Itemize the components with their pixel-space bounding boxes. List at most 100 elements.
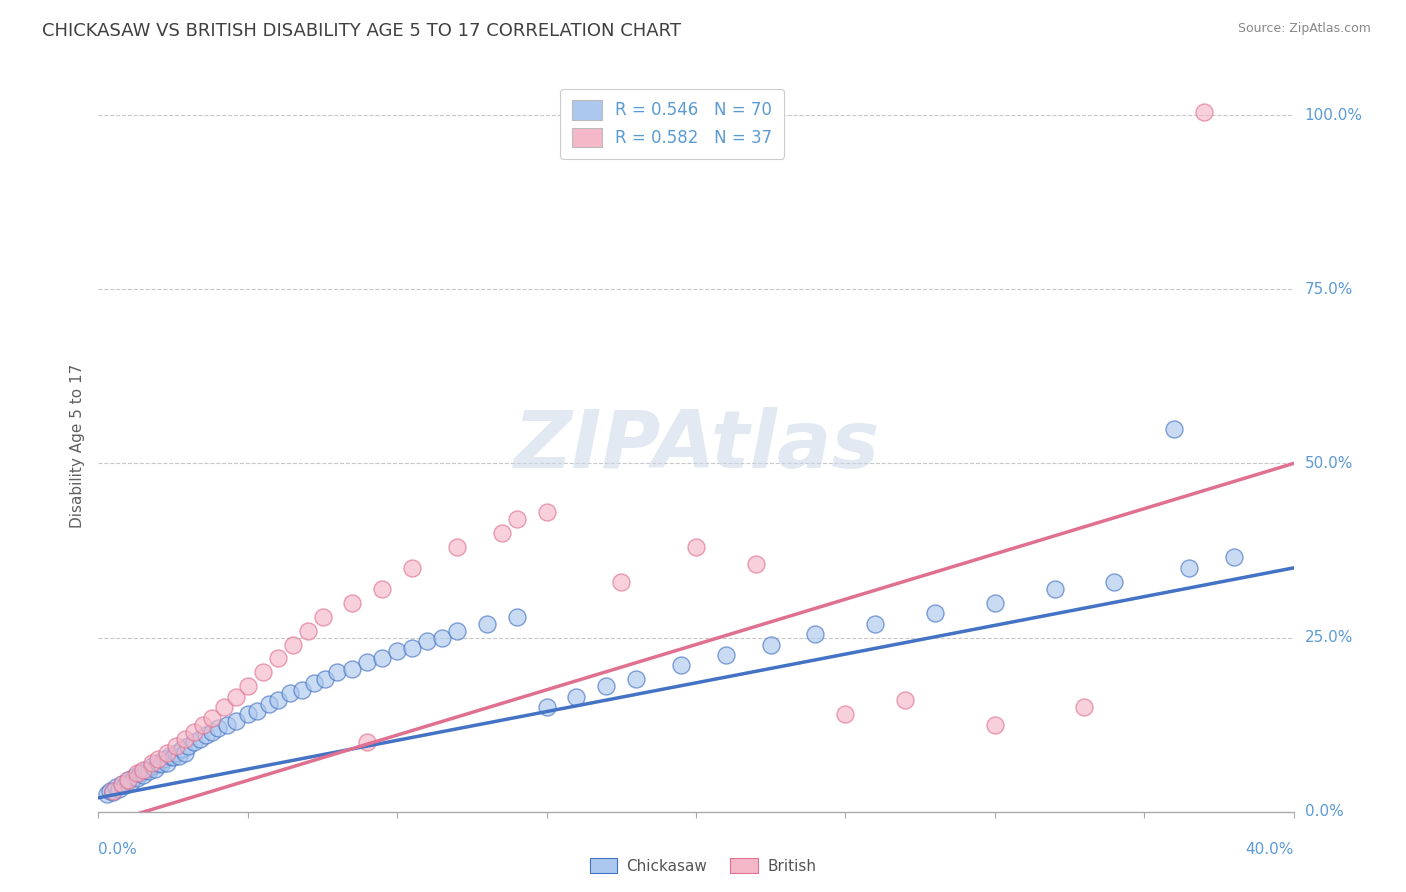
Point [117, 773, 139, 788]
Point [172, 742, 194, 756]
Point [371, 651, 394, 665]
Point [148, 756, 170, 770]
Point [1223, 550, 1246, 565]
Point [150, 757, 173, 772]
Point [1104, 574, 1126, 589]
Point [215, 717, 238, 731]
Point [610, 574, 633, 589]
Point [114, 778, 136, 792]
Point [297, 624, 319, 638]
Point [281, 638, 304, 652]
Point [132, 763, 155, 777]
Point [446, 624, 468, 638]
Point [356, 735, 378, 749]
Point [201, 711, 224, 725]
Point [1163, 421, 1185, 435]
Point [127, 766, 149, 780]
Point [225, 690, 247, 704]
Point [267, 693, 290, 707]
Point [984, 596, 1007, 610]
Point [105, 780, 128, 795]
Point [252, 665, 274, 680]
Point [401, 640, 423, 655]
Point [834, 707, 856, 722]
Point [315, 673, 337, 687]
Text: 100.0%: 100.0% [1305, 108, 1362, 122]
Point [108, 782, 131, 797]
Point [342, 596, 364, 610]
Point [117, 773, 139, 788]
Point [183, 724, 205, 739]
Point [894, 693, 917, 707]
Point [506, 609, 529, 624]
Point [207, 721, 229, 735]
Point [124, 770, 146, 784]
Point [595, 679, 617, 693]
Text: 0.0%: 0.0% [1305, 805, 1343, 819]
Legend: Chickasaw, British: Chickasaw, British [583, 852, 823, 880]
Point [141, 759, 163, 773]
Point [278, 686, 301, 700]
Point [924, 606, 946, 620]
Point [385, 644, 409, 658]
Point [96, 787, 118, 801]
Point [257, 697, 280, 711]
Legend: R = 0.546   N = 70, R = 0.582   N = 37: R = 0.546 N = 70, R = 0.582 N = 37 [560, 88, 785, 159]
Point [138, 764, 160, 779]
Point [153, 752, 176, 766]
Point [745, 558, 768, 572]
Point [1073, 700, 1095, 714]
Point [1043, 582, 1066, 596]
Point [129, 766, 152, 780]
Point [246, 704, 269, 718]
Point [267, 651, 290, 665]
Point [111, 777, 134, 791]
Point [430, 631, 453, 645]
Point [804, 627, 827, 641]
Point [167, 749, 190, 764]
Point [156, 746, 179, 760]
Point [132, 768, 155, 782]
Point [103, 785, 125, 799]
Text: 50.0%: 50.0% [1305, 456, 1353, 471]
Point [446, 540, 468, 554]
Point [143, 762, 166, 776]
Point [475, 616, 498, 631]
Point [127, 772, 149, 786]
Point [416, 634, 439, 648]
Point [165, 746, 187, 760]
Point [148, 752, 170, 766]
Point [201, 724, 224, 739]
Point [1192, 104, 1215, 119]
Point [191, 717, 214, 731]
Point [183, 735, 205, 749]
Text: 0.0%: 0.0% [98, 842, 138, 857]
Point [685, 540, 707, 554]
Point [291, 682, 314, 697]
Point [236, 679, 259, 693]
Point [156, 756, 179, 770]
Point [162, 750, 184, 764]
Point [120, 775, 142, 789]
Point [1178, 561, 1201, 575]
Point [141, 756, 163, 770]
Text: 25.0%: 25.0% [1305, 630, 1353, 645]
Point [536, 505, 558, 519]
Point [311, 609, 333, 624]
Point [195, 728, 218, 742]
Y-axis label: Disability Age 5 to 17: Disability Age 5 to 17 [69, 364, 84, 528]
Point [225, 714, 247, 728]
Point [984, 717, 1007, 731]
Point [626, 673, 648, 687]
Text: Source: ZipAtlas.com: Source: ZipAtlas.com [1237, 22, 1371, 36]
Point [135, 763, 157, 777]
Point [188, 731, 211, 746]
Point [714, 648, 737, 662]
Point [491, 526, 513, 541]
Point [759, 638, 782, 652]
Point [401, 561, 423, 575]
Point [159, 749, 181, 764]
Point [356, 655, 378, 669]
Text: CHICKASAW VS BRITISH DISABILITY AGE 5 TO 17 CORRELATION CHART: CHICKASAW VS BRITISH DISABILITY AGE 5 TO… [42, 22, 681, 40]
Point [165, 739, 187, 753]
